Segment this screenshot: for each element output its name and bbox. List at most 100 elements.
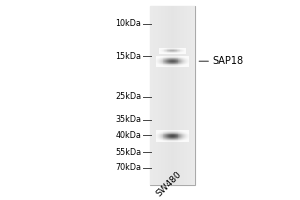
Bar <box>187 65 188 66</box>
Bar <box>166 132 167 133</box>
Bar <box>186 64 187 65</box>
Bar <box>160 48 161 49</box>
Bar <box>183 139 184 140</box>
Bar <box>164 134 165 135</box>
Bar <box>164 131 165 132</box>
Bar <box>179 62 180 63</box>
Bar <box>193 6 194 185</box>
Bar <box>169 137 170 138</box>
Bar <box>160 53 161 54</box>
Bar <box>179 61 180 62</box>
Bar <box>179 139 180 140</box>
Bar <box>177 139 178 140</box>
Bar <box>172 49 173 50</box>
Bar <box>174 58 175 59</box>
Bar <box>162 63 163 64</box>
Bar <box>168 138 169 139</box>
Bar <box>172 52 173 53</box>
Bar <box>173 64 174 65</box>
Bar <box>171 64 172 65</box>
Bar <box>159 56 160 57</box>
Bar <box>157 60 158 61</box>
Bar <box>163 49 164 50</box>
Bar <box>185 57 186 58</box>
Bar <box>164 133 165 134</box>
Bar <box>156 131 157 132</box>
Bar <box>175 132 176 133</box>
Bar <box>187 62 188 63</box>
Bar <box>188 64 189 65</box>
Bar <box>168 63 169 64</box>
Bar <box>181 141 182 142</box>
Bar <box>165 51 166 52</box>
Bar <box>186 66 187 67</box>
Bar <box>175 50 176 51</box>
Bar <box>175 63 176 64</box>
Bar <box>167 58 168 59</box>
Bar <box>172 140 173 141</box>
Bar <box>169 64 170 65</box>
Bar <box>169 135 170 136</box>
Bar <box>172 50 173 51</box>
Bar <box>194 6 195 185</box>
Bar <box>158 135 159 136</box>
Bar <box>167 134 168 135</box>
Bar <box>183 65 184 66</box>
Bar <box>187 133 188 134</box>
Bar <box>186 132 187 133</box>
Bar <box>170 131 171 132</box>
Bar <box>174 60 175 61</box>
Bar <box>169 48 170 49</box>
Bar <box>174 132 175 133</box>
Bar <box>184 58 185 59</box>
Bar <box>188 134 189 135</box>
Bar <box>172 61 173 62</box>
Bar <box>161 48 162 49</box>
Bar <box>169 50 170 51</box>
Bar <box>176 60 177 61</box>
Bar <box>171 136 172 137</box>
Bar <box>170 133 171 134</box>
Bar <box>177 130 178 131</box>
Bar <box>178 65 179 66</box>
Bar <box>186 62 187 63</box>
Bar <box>179 141 180 142</box>
Bar <box>163 66 164 67</box>
Bar <box>166 66 167 67</box>
Bar <box>160 52 161 53</box>
Text: 10kDa: 10kDa <box>115 19 141 28</box>
Bar <box>179 135 180 136</box>
Bar <box>187 57 188 58</box>
Bar <box>156 138 157 139</box>
Bar <box>170 61 171 62</box>
Bar <box>186 139 187 140</box>
Bar <box>177 53 178 54</box>
Bar <box>166 140 167 141</box>
Bar <box>167 48 168 49</box>
Bar <box>179 65 180 66</box>
Bar <box>174 65 175 66</box>
Bar <box>184 130 185 131</box>
Bar <box>178 6 179 185</box>
Bar <box>177 50 178 51</box>
Bar <box>170 64 171 65</box>
Bar <box>156 130 157 131</box>
Bar <box>187 139 188 140</box>
Bar <box>168 64 169 65</box>
Bar <box>160 141 161 142</box>
Bar <box>159 136 160 137</box>
Bar <box>180 59 181 60</box>
Bar <box>185 132 186 133</box>
Bar <box>173 65 174 66</box>
Bar <box>170 62 171 63</box>
Bar <box>161 56 162 57</box>
Bar <box>150 6 151 185</box>
Bar <box>159 141 160 142</box>
Bar <box>174 63 175 64</box>
Bar <box>177 140 178 141</box>
Bar <box>164 56 165 57</box>
Bar <box>182 53 183 54</box>
Bar <box>178 137 179 138</box>
Bar <box>186 133 187 134</box>
Bar <box>173 48 174 49</box>
